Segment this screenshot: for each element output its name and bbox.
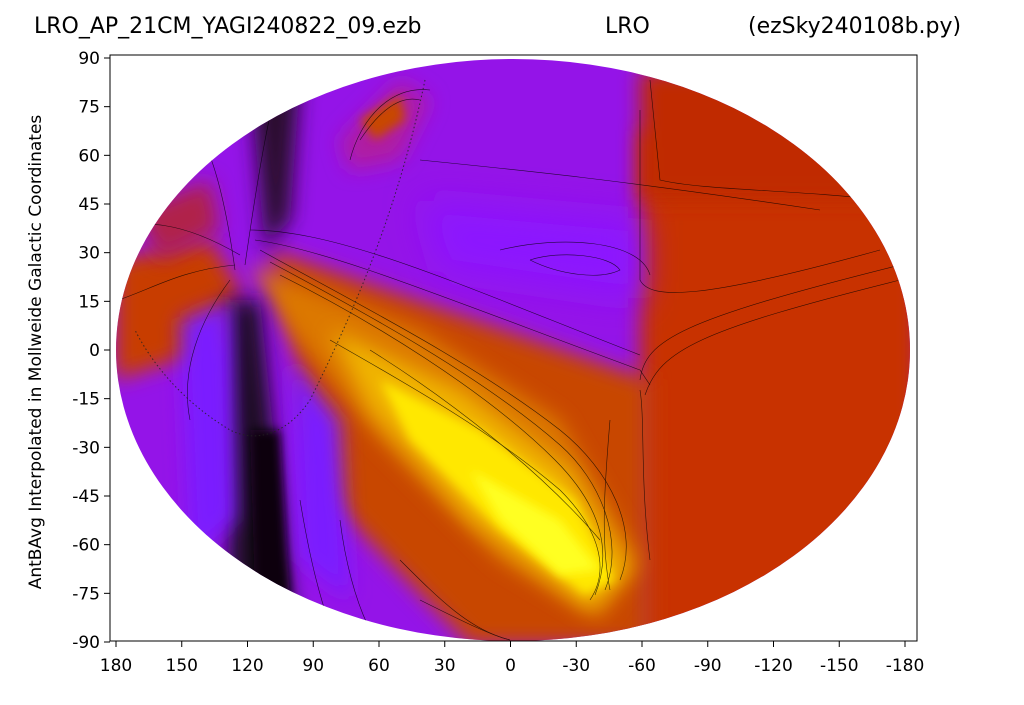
axis-ticks xyxy=(104,57,906,647)
x-tick-label: -150 xyxy=(820,656,859,676)
y-tick-labels: 90 75 60 45 30 15 0 -15 -30 -45 -60 -75 -90 xyxy=(72,49,100,653)
y-tick-label: 45 xyxy=(78,195,100,215)
x-tick-label: 120 xyxy=(231,656,263,676)
y-tick-label: 75 xyxy=(78,98,100,118)
y-axis-label: AntBAvg Interpolated in Mollweide Galact… xyxy=(26,114,46,590)
y-tick-label: 60 xyxy=(78,146,100,166)
x-tick-label: 0 xyxy=(505,656,516,676)
x-tick-label: -30 xyxy=(562,656,590,676)
x-tick-labels: 180 150 120 90 60 30 0 -30 -60 -90 -120 -150 -180 xyxy=(100,656,925,676)
y-tick-label: 0 xyxy=(89,341,100,361)
x-tick-label: -60 xyxy=(628,656,656,676)
x-tick-label: 30 xyxy=(434,656,456,676)
x-tick-label: 60 xyxy=(368,656,390,676)
y-tick-label: -90 xyxy=(72,633,100,653)
header-left-title: LRO_AP_21CM_YAGI240822_09.ezb xyxy=(34,14,422,39)
y-tick-label: 15 xyxy=(78,292,100,312)
plot-frame xyxy=(109,54,918,642)
y-tick-label: 30 xyxy=(78,244,100,264)
header-center-title: LRO xyxy=(605,14,650,39)
x-tick-label: 150 xyxy=(166,656,198,676)
x-tick-label: -90 xyxy=(694,656,722,676)
x-tick-label: -180 xyxy=(886,656,925,676)
y-tick-label: -60 xyxy=(72,536,100,556)
heatmap xyxy=(116,59,910,641)
x-tick-label: 180 xyxy=(100,656,132,676)
y-tick-label: -75 xyxy=(72,584,100,604)
y-tick-label: -15 xyxy=(72,390,100,410)
y-tick-label: 90 xyxy=(78,49,100,69)
x-tick-label: 90 xyxy=(302,656,324,676)
y-tick-label: -30 xyxy=(72,438,100,458)
y-tick-label: -45 xyxy=(72,487,100,507)
header-right-title: (ezSky240108b.py) xyxy=(748,14,962,39)
x-tick-label: -120 xyxy=(754,656,793,676)
